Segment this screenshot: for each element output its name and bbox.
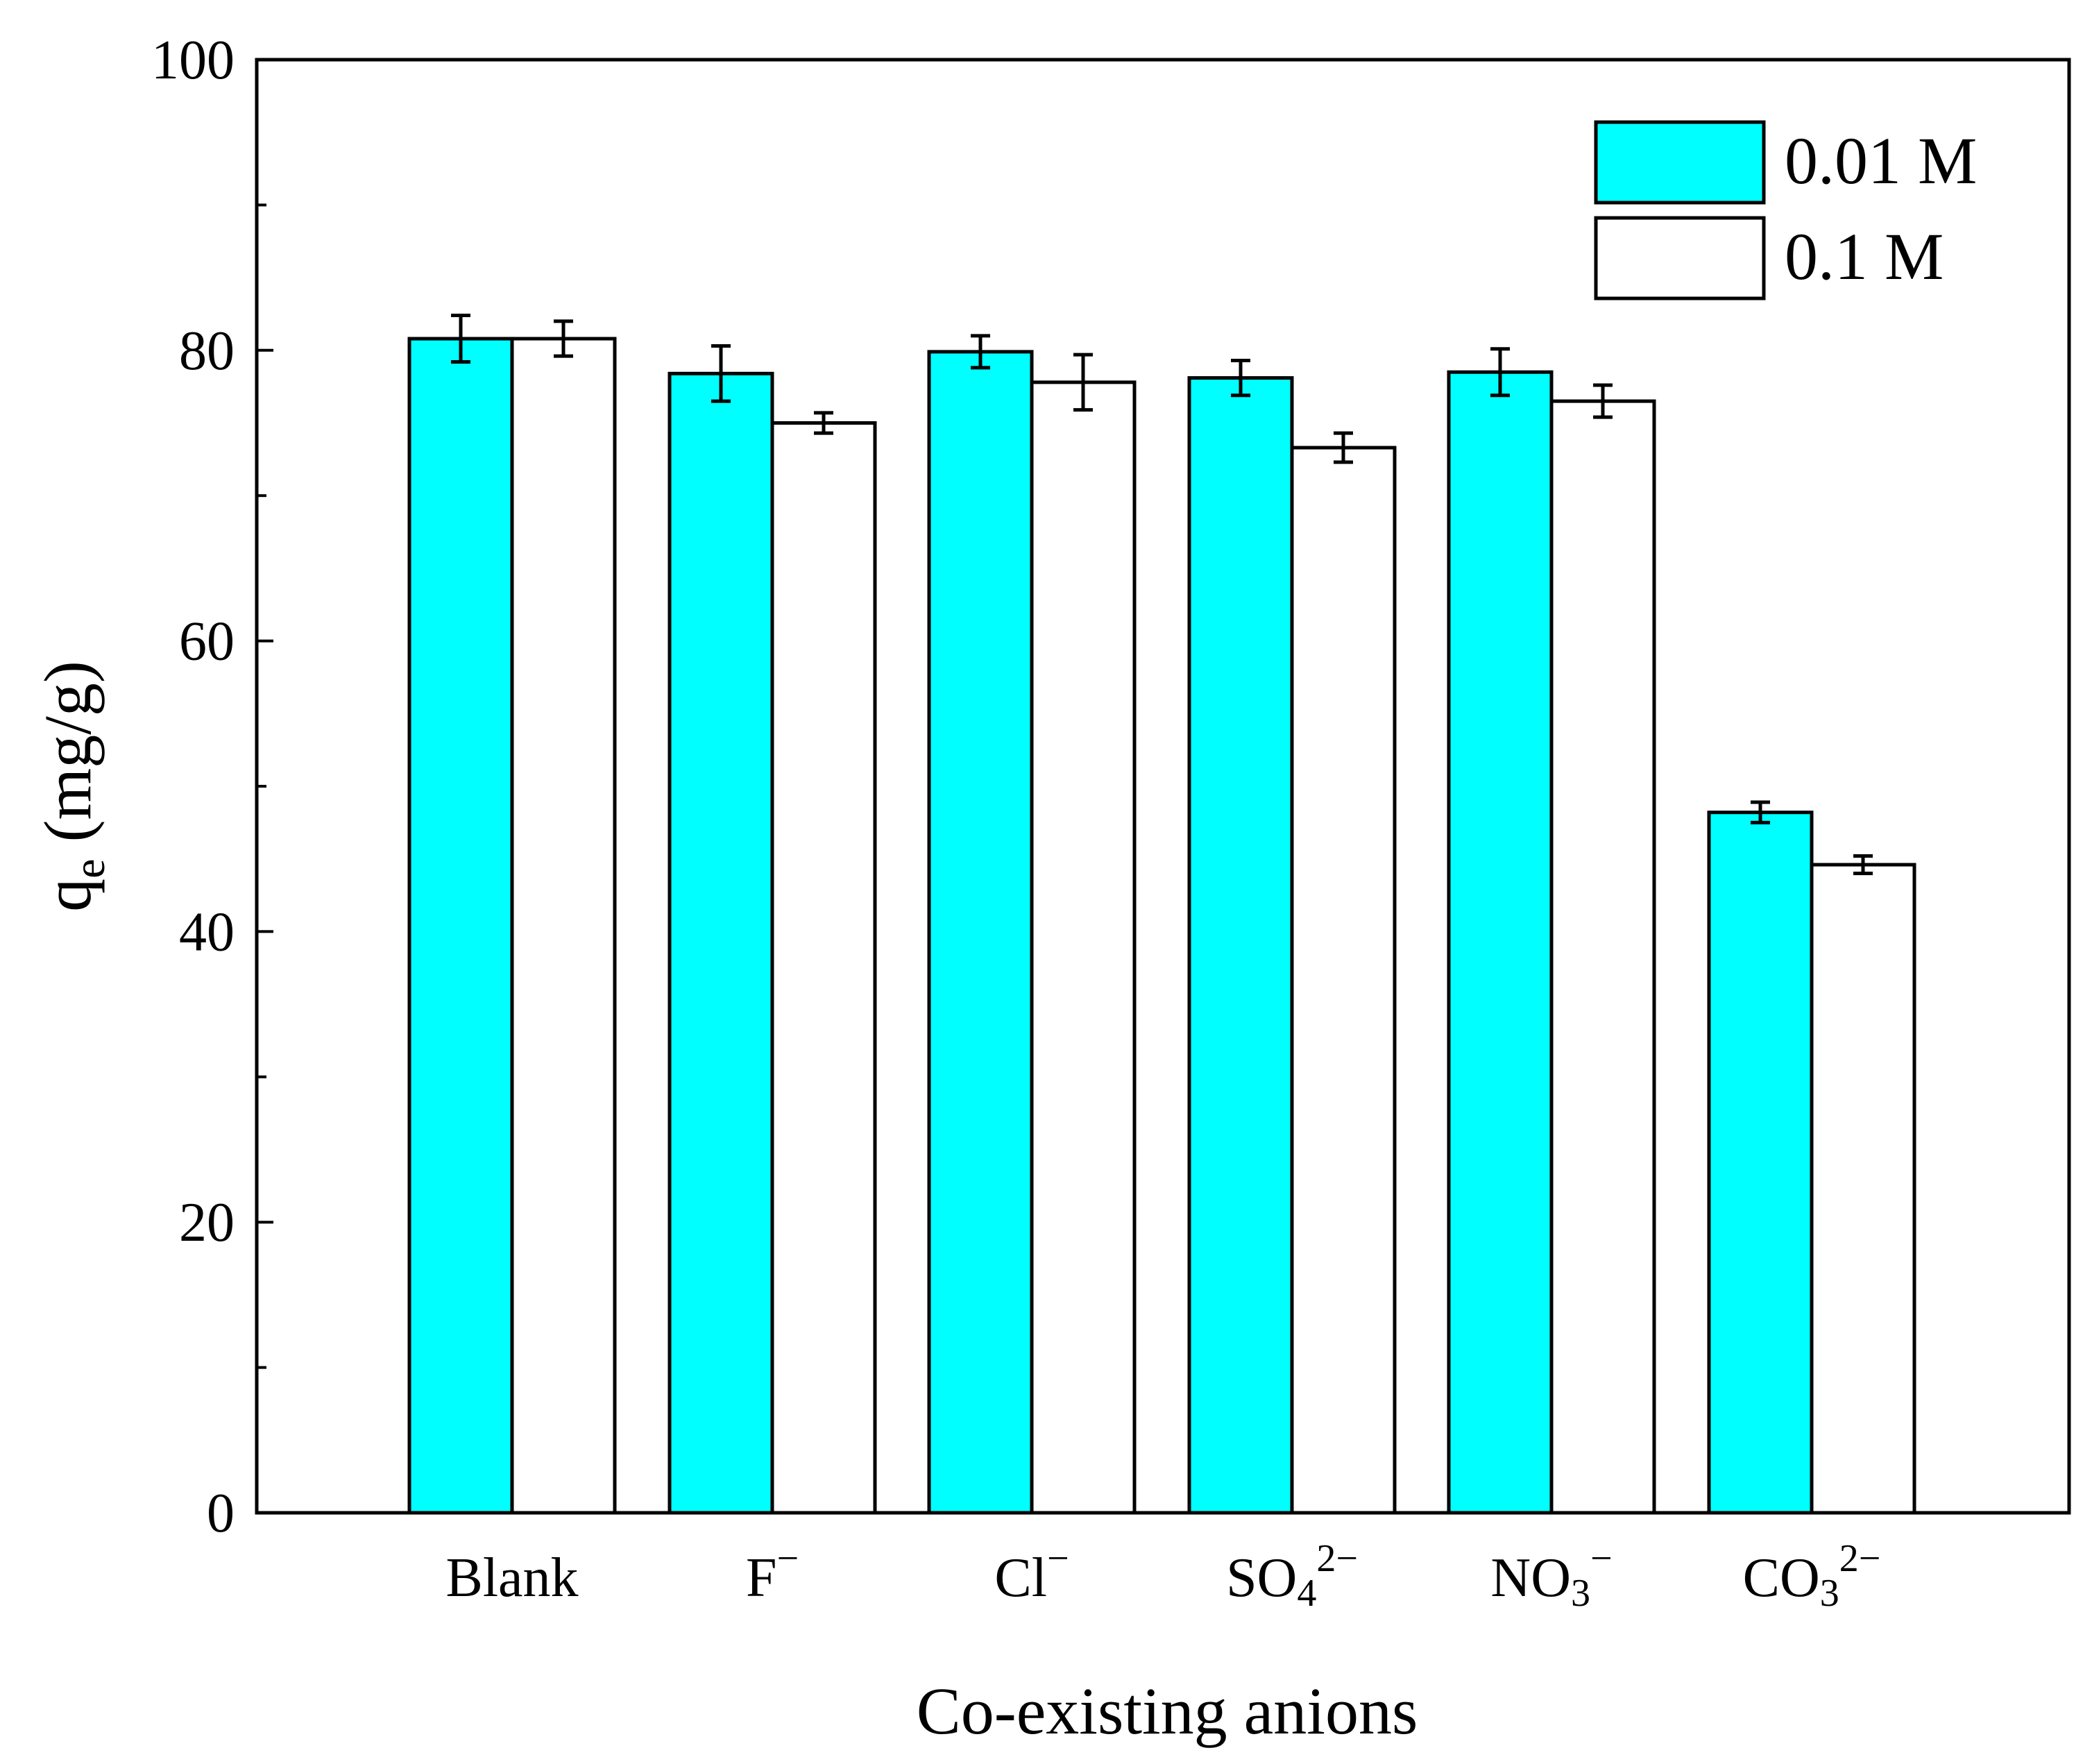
bar-series2-5 <box>1810 863 1916 1515</box>
legend-label-0: 0.01 M <box>1785 124 1977 198</box>
x-axis-title: Co-existing anions <box>917 1674 1418 1748</box>
y-tick-label: 20 <box>179 1192 235 1253</box>
bar-series1-2 <box>927 350 1034 1515</box>
bar-series2-4 <box>1549 399 1656 1515</box>
x-tick-label-5: CO32− <box>1743 1537 1881 1615</box>
bar-series1-4 <box>1447 370 1554 1515</box>
x-tick-label-3: SO42− <box>1226 1537 1358 1615</box>
y-axis-title: qe (mg/g) <box>31 661 114 912</box>
bar-series2-0 <box>510 337 617 1515</box>
y-tick-label: 0 <box>207 1483 235 1544</box>
y-tick-label: 80 <box>179 321 235 382</box>
bar-series2-2 <box>1030 380 1137 1515</box>
bar-series1-5 <box>1707 811 1814 1515</box>
x-tick-label-4: NO3− <box>1490 1537 1612 1615</box>
y-tick-label: 60 <box>179 611 235 672</box>
bar-series2-3 <box>1290 446 1397 1515</box>
bar-series1-3 <box>1187 376 1294 1515</box>
y-tick-label: 100 <box>151 30 235 91</box>
bar-series1-0 <box>407 337 514 1515</box>
legend-swatch-1 <box>1594 216 1766 300</box>
x-tick-label-0: Blank <box>445 1547 578 1609</box>
bar-series1-1 <box>667 371 774 1515</box>
bar-series2-1 <box>770 421 877 1515</box>
legend-label-1: 0.1 M <box>1785 219 1944 294</box>
x-tick-label-2: Cl− <box>994 1537 1069 1609</box>
legend-swatch-0 <box>1594 120 1766 205</box>
x-tick-label-1: F− <box>746 1537 799 1609</box>
y-tick-label: 40 <box>179 901 235 962</box>
